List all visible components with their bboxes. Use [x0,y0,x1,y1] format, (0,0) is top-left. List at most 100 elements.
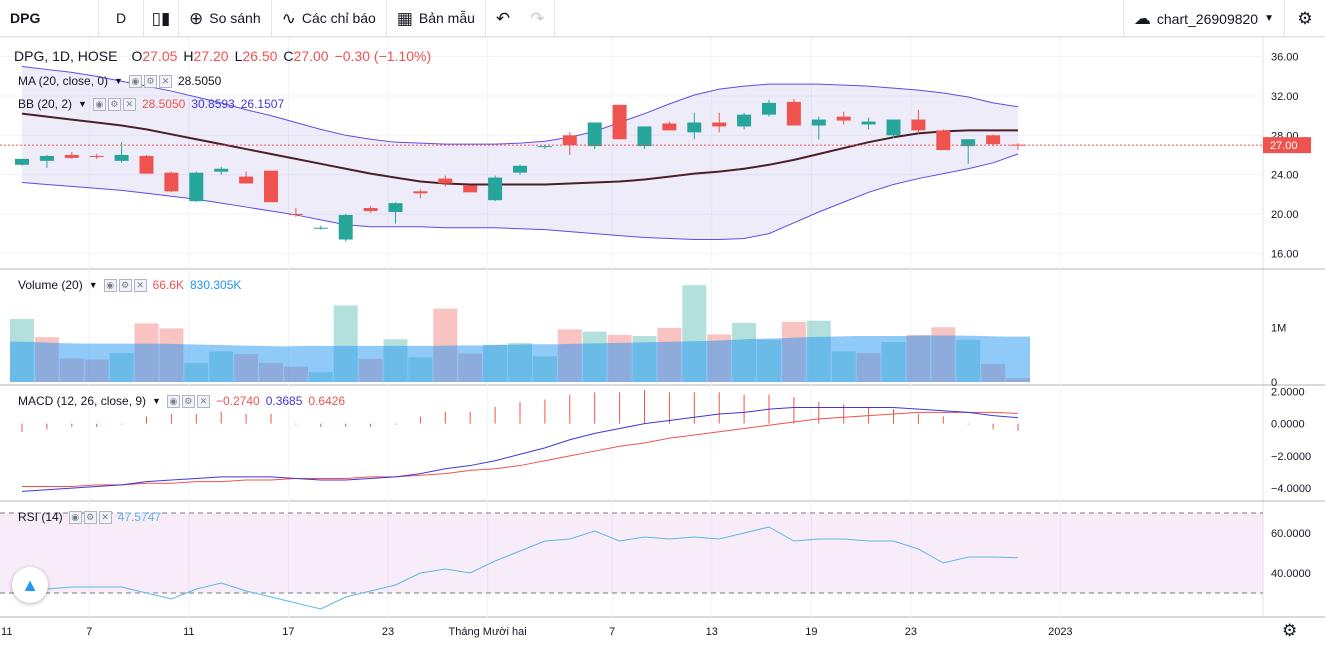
candle-body [986,135,1001,145]
macd-tick-label: 2.0000 [1271,386,1305,398]
symbol-label: DPG [10,10,41,26]
undo-icon: ↶ [495,8,511,28]
candle-body [712,122,727,127]
low-value: 26.50 [242,48,278,64]
chevron-down-icon: ▼ [1264,13,1274,24]
legend-controls[interactable]: ◉ ⚙ ✕ [103,278,147,292]
undo-button[interactable]: ↶ [486,0,520,37]
volume-ma-area [10,335,1030,382]
macd-tick-label: −4.0000 [1271,483,1311,495]
bb-lower-line [21,153,1019,241]
volume-label: Volume (20) [18,278,83,292]
candle [139,154,154,174]
chart-canvas[interactable]: 36.0032.0028.0024.0020.0016.0027.001M02.… [0,36,1325,655]
candle [861,117,876,130]
candle-body [537,146,552,148]
low-label: L [234,48,243,64]
candle-body [488,177,503,201]
time-axis-label: 13 [706,626,718,638]
gear-icon: ⚙ [118,278,132,292]
templates-button[interactable]: ▦ Bản mẫu [387,0,486,37]
rsi-legend[interactable]: RSI (14) ◉ ⚙ ✕ 47.5747 [18,510,161,524]
candle [164,171,179,193]
price-tick-label: 32.00 [1271,91,1299,103]
time-axis-label: Tháng Mười hai [449,626,527,638]
last-price-badge [1263,137,1311,154]
chart-layout-button[interactable]: ☁ chart_26909820 ▼ [1122,0,1285,37]
candle-body [861,121,876,125]
candle [239,171,254,184]
legend-controls[interactable]: ◉ ⚙ ✕ [92,97,136,111]
candles-icon: ▯▮ [151,8,171,28]
candle [39,154,54,168]
symbol-search[interactable]: DPG [0,0,99,37]
change-value: −0.30 (−1.10%) [334,48,432,64]
candle-body [264,170,278,203]
close-icon: ✕ [196,394,210,408]
candle [886,119,901,139]
candle [762,99,776,117]
candle [488,175,503,202]
axis-settings-gear-icon[interactable]: ⚙ [1282,621,1298,640]
candle [562,132,577,155]
templates-label: Bản mẫu [418,10,475,26]
bb-upper-value: 30.8593 [191,97,235,111]
candle-body [886,119,901,136]
candle-body [762,102,776,115]
time-axis-label: 17 [282,626,294,638]
macd-legend[interactable]: MACD (12, 26, close, 9) ▼ ◉ ⚙ ✕ −0.2740 0.3… [18,394,345,408]
time-axis-label: 7 [86,626,92,638]
eye-icon: ◉ [68,510,82,524]
gear-icon: ⚙ [83,510,97,524]
eye-icon: ◉ [166,394,180,408]
candle-body [836,116,851,121]
candle-body [786,101,801,126]
tradingview-logo-icon[interactable]: ▲ [12,567,48,603]
candle [214,166,229,175]
ma-legend[interactable]: MA (20, close, 0) ▼ ◉ ⚙ ✕ 28.5050 [18,74,221,88]
legend-controls[interactable]: ◉ ⚙ ✕ [128,74,172,88]
interval-button[interactable]: D [99,0,144,37]
time-axis-label: 23 [382,626,394,638]
volume-legend[interactable]: Volume (20) ▼ ◉ ⚙ ✕ 66.6K 830.305K [18,278,241,292]
candle [264,170,278,203]
indicators-button[interactable]: ∿ Các chỉ báo [272,0,387,37]
bb-upper-line [21,65,1019,145]
bb-legend[interactable]: BB (20, 2) ▼ ◉ ⚙ ✕ 28.5050 30.8593 26.1507 [18,97,284,111]
rsi-label: RSI (14) [18,510,63,524]
compare-button[interactable]: ⊕ So sánh [179,0,272,37]
chart-area[interactable]: 36.00 32.00 28.00 24.00 20.00 16.00 27.00 1M 0 2.… [0,36,1325,655]
legend-controls[interactable]: ◉ ⚙ ✕ [166,394,210,408]
close-value: 27.00 [293,48,329,64]
ma20-line [21,112,1018,186]
candle [712,112,727,133]
settings-button[interactable]: ⚙ [1285,0,1325,37]
price-tick-label: 24.00 [1271,170,1299,182]
close-icon: ✕ [158,74,172,88]
chevron-icon: ▼ [88,280,98,290]
candle [15,158,29,166]
chart-style-button[interactable]: ▯▮ [144,0,179,37]
macd-signal-line [22,411,1019,487]
candle-body [89,155,104,157]
candle [811,116,826,140]
chevron-icon: ▼ [152,396,161,406]
macd-signal-value: 0.6426 [308,394,346,408]
candle-body [388,203,403,212]
candle-body [39,155,54,161]
candle-body [189,172,204,202]
legend-controls[interactable]: ◉ ⚙ ✕ [68,510,112,524]
gear-icon: ⚙ [181,394,195,408]
redo-button[interactable]: ↷ [520,0,556,37]
candle-body [562,135,577,146]
candle [288,208,303,217]
rsi-value: 47.5747 [117,510,162,524]
chart-name: chart_26909820 [1156,10,1259,27]
candle [961,139,976,164]
ma-value: 28.5050 [177,74,222,88]
candle-body [587,122,602,147]
candle-body [15,158,29,165]
candle-body [214,168,229,172]
time-axis-label: 19 [805,626,817,638]
interval-label: D [115,10,127,26]
